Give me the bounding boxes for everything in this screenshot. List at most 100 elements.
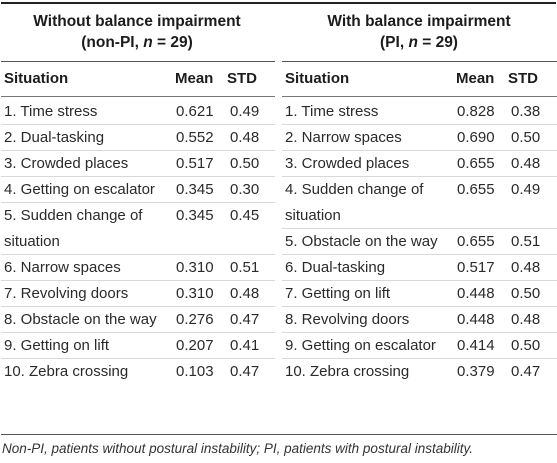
std-cell: 0.47 bbox=[230, 363, 260, 380]
std-cell: 0.30 bbox=[230, 181, 260, 198]
mean-cell: 0.310 bbox=[176, 259, 214, 276]
mean-cell: 0.655 bbox=[457, 233, 495, 250]
situation-cell: 4. Getting on escalator bbox=[4, 181, 155, 198]
group-subtitle-suffix: = 29) bbox=[152, 34, 193, 51]
group-subtitle-n: n bbox=[143, 34, 153, 51]
std-cell: 0.51 bbox=[230, 259, 260, 276]
std-cell: 0.38 bbox=[511, 103, 541, 120]
situation-cell: situation bbox=[285, 207, 341, 224]
situation-cell: 10. Zebra crossing bbox=[285, 363, 410, 380]
mean-cell: 0.345 bbox=[176, 181, 214, 198]
mean-cell: 0.655 bbox=[457, 155, 495, 172]
std-cell: 0.48 bbox=[230, 285, 260, 302]
group-rule-right bbox=[282, 61, 557, 62]
mean-cell: 0.552 bbox=[176, 129, 214, 146]
row-divider bbox=[282, 254, 557, 255]
group-header-without-impairment: Without balance impairment (non-PI, n = … bbox=[0, 11, 274, 53]
group-subtitle-prefix: (PI, bbox=[380, 34, 409, 51]
mean-cell: 0.690 bbox=[457, 129, 495, 146]
std-cell: 0.47 bbox=[230, 311, 260, 328]
column-header-situation: Situation bbox=[285, 70, 350, 87]
situation-cell: 4. Sudden change of bbox=[285, 181, 424, 198]
mean-cell: 0.103 bbox=[176, 363, 214, 380]
mean-cell: 0.517 bbox=[176, 155, 214, 172]
row-divider bbox=[1, 358, 275, 359]
situation-cell: 2. Narrow spaces bbox=[285, 129, 402, 146]
std-cell: 0.48 bbox=[511, 311, 541, 328]
mean-cell: 0.276 bbox=[176, 311, 214, 328]
row-divider bbox=[1, 150, 275, 151]
group-subtitle: (PI, n = 29) bbox=[281, 32, 557, 53]
std-cell: 0.50 bbox=[511, 285, 541, 302]
row-divider bbox=[1, 202, 275, 203]
situation-cell: 8. Obstacle on the way bbox=[4, 311, 157, 328]
std-cell: 0.49 bbox=[511, 181, 541, 198]
mean-cell: 0.517 bbox=[457, 259, 495, 276]
row-divider bbox=[1, 254, 275, 255]
std-cell: 0.48 bbox=[230, 129, 260, 146]
mean-cell: 0.655 bbox=[457, 181, 495, 198]
situation-cell: 3. Crowded places bbox=[4, 155, 129, 172]
mean-cell: 0.828 bbox=[457, 103, 495, 120]
situation-cell: 6. Dual-tasking bbox=[285, 259, 386, 276]
mean-cell: 0.621 bbox=[176, 103, 214, 120]
row-divider bbox=[1, 332, 275, 333]
situation-cell: situation bbox=[4, 233, 60, 250]
std-cell: 0.50 bbox=[511, 129, 541, 146]
mean-cell: 0.207 bbox=[176, 337, 214, 354]
column-header-std: STD bbox=[227, 70, 257, 87]
header-rule-right bbox=[282, 96, 557, 97]
group-subtitle: (non-PI, n = 29) bbox=[0, 32, 274, 53]
mean-cell: 0.448 bbox=[457, 285, 495, 302]
group-rule-left bbox=[1, 61, 275, 62]
row-divider bbox=[282, 124, 557, 125]
std-cell: 0.45 bbox=[230, 207, 260, 224]
column-header-std: STD bbox=[508, 70, 538, 87]
column-header-situation: Situation bbox=[4, 70, 69, 87]
situation-cell: 1. Time stress bbox=[285, 103, 379, 120]
mean-cell: 0.379 bbox=[457, 363, 495, 380]
situation-cell: 7. Getting on lift bbox=[285, 285, 391, 302]
std-cell: 0.47 bbox=[511, 363, 541, 380]
std-cell: 0.50 bbox=[230, 155, 260, 172]
top-rule bbox=[1, 2, 556, 4]
situation-cell: 9. Getting on escalator bbox=[285, 337, 436, 354]
row-divider bbox=[282, 228, 557, 229]
situation-cell: 10. Zebra crossing bbox=[4, 363, 129, 380]
row-divider bbox=[1, 176, 275, 177]
situation-cell: 3. Crowded places bbox=[285, 155, 410, 172]
std-cell: 0.48 bbox=[511, 155, 541, 172]
mean-cell: 0.310 bbox=[176, 285, 214, 302]
mean-cell: 0.414 bbox=[457, 337, 495, 354]
row-divider bbox=[1, 306, 275, 307]
situation-cell: 5. Obstacle on the way bbox=[285, 233, 438, 250]
row-divider bbox=[282, 280, 557, 281]
std-cell: 0.41 bbox=[230, 337, 260, 354]
situation-cell: 9. Getting on lift bbox=[4, 337, 110, 354]
row-divider bbox=[1, 280, 275, 281]
std-cell: 0.50 bbox=[511, 337, 541, 354]
mean-cell: 0.448 bbox=[457, 311, 495, 328]
group-subtitle-prefix: (non-PI, bbox=[81, 34, 144, 51]
group-title: With balance impairment bbox=[327, 13, 511, 30]
group-header-with-impairment: With balance impairment (PI, n = 29) bbox=[281, 11, 557, 53]
bottom-rule bbox=[1, 434, 557, 435]
std-cell: 0.51 bbox=[511, 233, 541, 250]
row-divider bbox=[282, 176, 557, 177]
table-footnote: Non-PI, patients without postural instab… bbox=[2, 441, 473, 456]
row-divider bbox=[282, 332, 557, 333]
group-subtitle-n: n bbox=[408, 34, 418, 51]
situation-cell: 6. Narrow spaces bbox=[4, 259, 121, 276]
row-divider bbox=[1, 124, 275, 125]
column-header-mean: Mean bbox=[456, 70, 495, 87]
row-divider bbox=[282, 358, 557, 359]
situation-cell: 5. Sudden change of bbox=[4, 207, 143, 224]
situation-cell: 1. Time stress bbox=[4, 103, 98, 120]
situation-cell: 8. Revolving doors bbox=[285, 311, 410, 328]
std-cell: 0.48 bbox=[511, 259, 541, 276]
std-cell: 0.49 bbox=[230, 103, 260, 120]
group-subtitle-suffix: = 29) bbox=[417, 34, 458, 51]
header-rule-left bbox=[1, 96, 275, 97]
row-divider bbox=[282, 150, 557, 151]
